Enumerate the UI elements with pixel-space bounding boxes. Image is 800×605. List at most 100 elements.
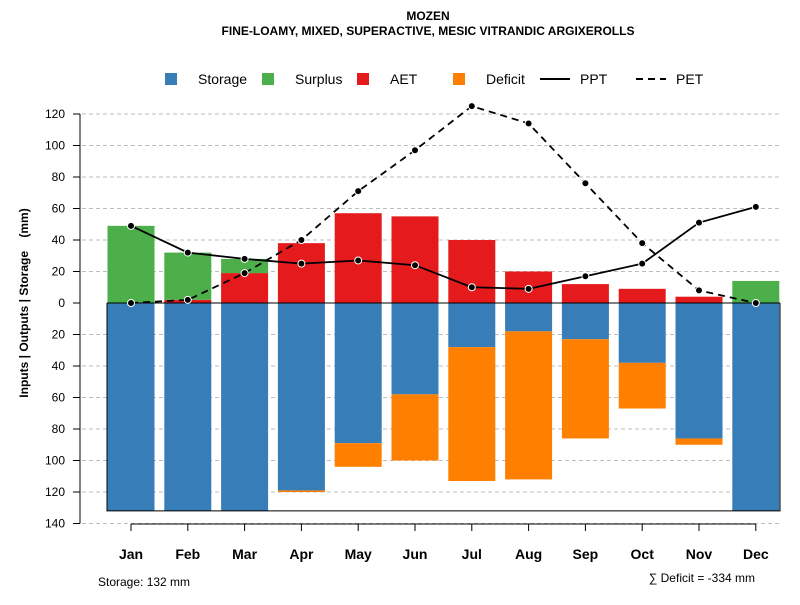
bar-aet (675, 296, 723, 303)
bar-deficit (277, 490, 325, 492)
y-tick-label: 100 (45, 454, 65, 468)
bar-surplus (732, 280, 780, 303)
bar-storage (391, 303, 439, 395)
y-tick-label: 40 (52, 359, 66, 373)
point-ppt (524, 284, 533, 293)
legend-label-storage: Storage (198, 71, 247, 87)
y-tick-label: 120 (45, 107, 65, 121)
x-tick-label: Aug (515, 546, 542, 562)
point-pet (695, 286, 703, 295)
y-tick-label: 120 (45, 485, 65, 499)
legend-swatch-storage (165, 73, 177, 85)
bar-storage (618, 303, 666, 363)
legend-label-pet: PET (676, 71, 704, 87)
deficit-annotation: ∑ Deficit = -334 mm (649, 571, 755, 585)
bar-aet (561, 284, 609, 303)
x-tick-label: Apr (289, 546, 314, 562)
point-ppt (127, 221, 135, 230)
point-pet (581, 179, 590, 188)
line-pet (130, 105, 756, 304)
y-axis-label: Inputs | Outputs | Storage (mm) (17, 208, 31, 397)
legend-label-surplus: Surplus (295, 71, 342, 87)
legend-swatch-surplus (262, 73, 274, 85)
bar-storage (505, 303, 553, 332)
lines (127, 102, 760, 307)
bar-deficit (391, 394, 439, 461)
legend-swatch-aet (357, 73, 369, 85)
point-ppt (751, 202, 760, 211)
y-tick-label: 100 (45, 139, 65, 153)
point-ppt (695, 218, 703, 227)
chart-title: MOZEN (406, 9, 449, 23)
bar-aet (391, 216, 439, 303)
bar-aet (277, 243, 325, 303)
x-tick-label: Jul (462, 546, 482, 562)
point-ppt (297, 259, 306, 268)
point-ppt (581, 272, 590, 281)
point-ppt (467, 283, 476, 292)
bar-storage (448, 303, 496, 348)
y-tick-label: 60 (52, 202, 66, 216)
x-tick-label: Mar (232, 546, 257, 562)
x-tick-label: Nov (686, 546, 713, 562)
bars (107, 213, 780, 511)
bar-storage (221, 303, 269, 511)
bar-deficit (561, 339, 609, 439)
x-tick-label: Oct (631, 546, 655, 562)
bar-deficit (334, 443, 382, 467)
point-ppt (354, 256, 363, 265)
point-pet (297, 236, 306, 244)
x-tick-label: Jun (403, 546, 428, 562)
bar-deficit (618, 362, 666, 409)
legend: Storage Surplus AET Deficit PPT PET (165, 71, 704, 87)
legend-label-deficit: Deficit (486, 71, 525, 87)
legend-label-aet: AET (390, 71, 418, 87)
bar-storage (561, 303, 609, 340)
x-tick-label: Dec (743, 546, 769, 562)
point-pet (127, 299, 135, 307)
y-tick-label: 80 (52, 422, 66, 436)
plot-frame (106, 302, 781, 512)
point-ppt (183, 248, 192, 257)
bar-storage (675, 303, 723, 439)
y-tick-label: 60 (52, 391, 66, 405)
bar-surplus (221, 258, 269, 274)
bar-storage (107, 303, 155, 511)
y-tick-label: 0 (58, 296, 65, 310)
y-axis: 120 100 80 60 40 20 0 20 40 60 80 100 120 140 (45, 107, 81, 531)
point-ppt (240, 254, 249, 263)
bar-deficit (448, 347, 496, 481)
bar-storage (334, 303, 382, 444)
point-pet (240, 269, 249, 278)
y-tick-label: 140 (45, 517, 65, 531)
y-tick-label: 20 (52, 328, 66, 342)
point-pet (524, 119, 533, 128)
bar-aet (448, 240, 496, 303)
bar-deficit (675, 438, 723, 445)
storage-frame (106, 303, 781, 512)
x-tick-label: Feb (175, 546, 200, 562)
y-tick-label: 20 (52, 265, 66, 279)
point-pet (411, 146, 419, 155)
bar-storage (277, 303, 325, 491)
line-ppt (130, 206, 757, 290)
y-tick-label: 80 (52, 170, 66, 184)
point-ppt (638, 259, 647, 268)
legend-label-ppt: PPT (580, 71, 608, 87)
chart-subtitle: FINE-LOAMY, MIXED, SUPERACTIVE, MESIC VI… (222, 24, 635, 38)
y-tick-label: 40 (52, 233, 66, 247)
bar-aet (221, 273, 269, 303)
legend-swatch-deficit (453, 73, 465, 85)
point-pet (751, 299, 760, 307)
point-pet (638, 239, 647, 248)
point-pet (354, 187, 363, 196)
point-pet (467, 102, 476, 111)
x-tick-label: Sep (573, 546, 599, 562)
bar-storage (732, 303, 780, 511)
bar-surplus (107, 225, 155, 303)
bar-storage (164, 303, 212, 511)
x-axis: Jan Feb Mar Apr May Jun Jul Aug Sep Oct Nov Dec (119, 523, 769, 562)
point-ppt (411, 261, 419, 270)
point-pet (183, 295, 192, 304)
